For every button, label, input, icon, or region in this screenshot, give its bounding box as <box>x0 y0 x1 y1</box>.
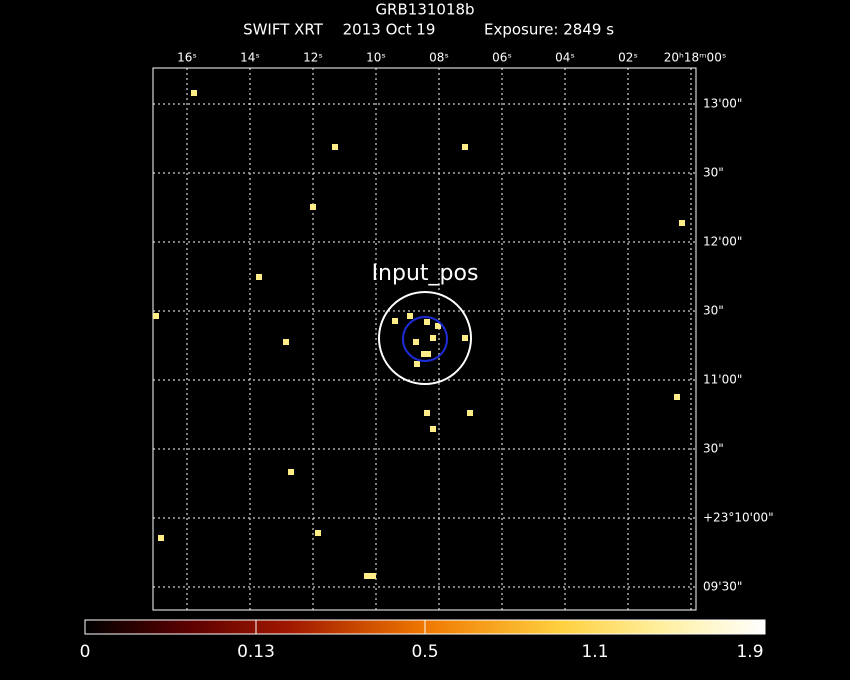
ra-label: 12ˢ <box>303 51 323 65</box>
photon-event <box>424 410 430 416</box>
colorbar-label: 0.13 <box>237 642 275 662</box>
ra-label: 04ˢ <box>555 51 575 65</box>
photon-event <box>364 573 370 579</box>
photon-event <box>674 394 680 400</box>
photon-event <box>679 220 685 226</box>
photon-event <box>424 319 430 325</box>
ra-label: 14ˢ <box>240 51 260 65</box>
grid: 16ˢ 14ˢ 12ˢ 10ˢ 08ˢ 06ˢ 04ˢ 02ˢ 20ʰ18ᵐ00ˢ 13'00" 3… <box>153 51 774 610</box>
dec-label: 30" <box>703 166 724 180</box>
photon-event <box>153 313 159 319</box>
photon-event <box>413 339 419 345</box>
dec-label: +23°10'00" <box>703 511 774 525</box>
photon-event <box>435 323 441 329</box>
plot-frame <box>152 67 697 611</box>
colorbar-label: 0 <box>80 642 91 662</box>
dec-label: 12'00" <box>703 235 742 249</box>
dec-label: 30" <box>703 442 724 456</box>
colorbar-label: 1.1 <box>581 642 608 662</box>
dec-label: 30" <box>703 304 724 318</box>
photon-event <box>462 144 468 150</box>
photon-event <box>462 335 468 341</box>
photon-event <box>332 144 338 150</box>
dec-label: 13'00" <box>703 97 742 111</box>
dec-label: 09'30" <box>703 580 742 594</box>
ra-label: 16ˢ <box>177 51 197 65</box>
colorbar-labels: 0 0.13 0.5 1.1 1.9 <box>80 642 764 662</box>
inner-region <box>402 316 448 362</box>
photon-event <box>467 410 473 416</box>
title: GRB131018b <box>375 1 474 19</box>
outer-region <box>378 291 472 385</box>
photon-event <box>315 530 321 536</box>
photon-events <box>153 90 685 579</box>
photon-event <box>310 204 316 210</box>
colorbar-label: 0.5 <box>411 642 438 662</box>
photon-event <box>407 313 413 319</box>
exposure: Exposure: 2849 s <box>484 21 614 39</box>
date: 2013 Oct 19 <box>343 21 436 39</box>
colorbar-label: 1.9 <box>736 642 763 662</box>
instrument: SWIFT XRT <box>243 21 324 39</box>
photon-event <box>430 335 436 341</box>
photon-event <box>425 351 431 357</box>
ra-label: 08ˢ <box>429 51 449 65</box>
photon-event <box>392 318 398 324</box>
photon-event <box>421 351 427 357</box>
photon-event <box>414 361 420 367</box>
photon-event <box>256 274 262 280</box>
ra-label: 20ʰ18ᵐ00ˢ <box>664 51 727 65</box>
photon-event <box>288 469 294 475</box>
photon-event <box>283 339 289 345</box>
ra-label: 06ˢ <box>492 51 512 65</box>
photon-event <box>158 535 164 541</box>
dec-label: 11'00" <box>703 373 742 387</box>
photon-event <box>430 426 436 432</box>
region-label: Input_pos <box>372 261 479 286</box>
photon-event <box>370 573 376 579</box>
photon-event <box>191 90 197 96</box>
ra-label: 02ˢ <box>618 51 638 65</box>
ra-label: 10ˢ <box>366 51 386 65</box>
